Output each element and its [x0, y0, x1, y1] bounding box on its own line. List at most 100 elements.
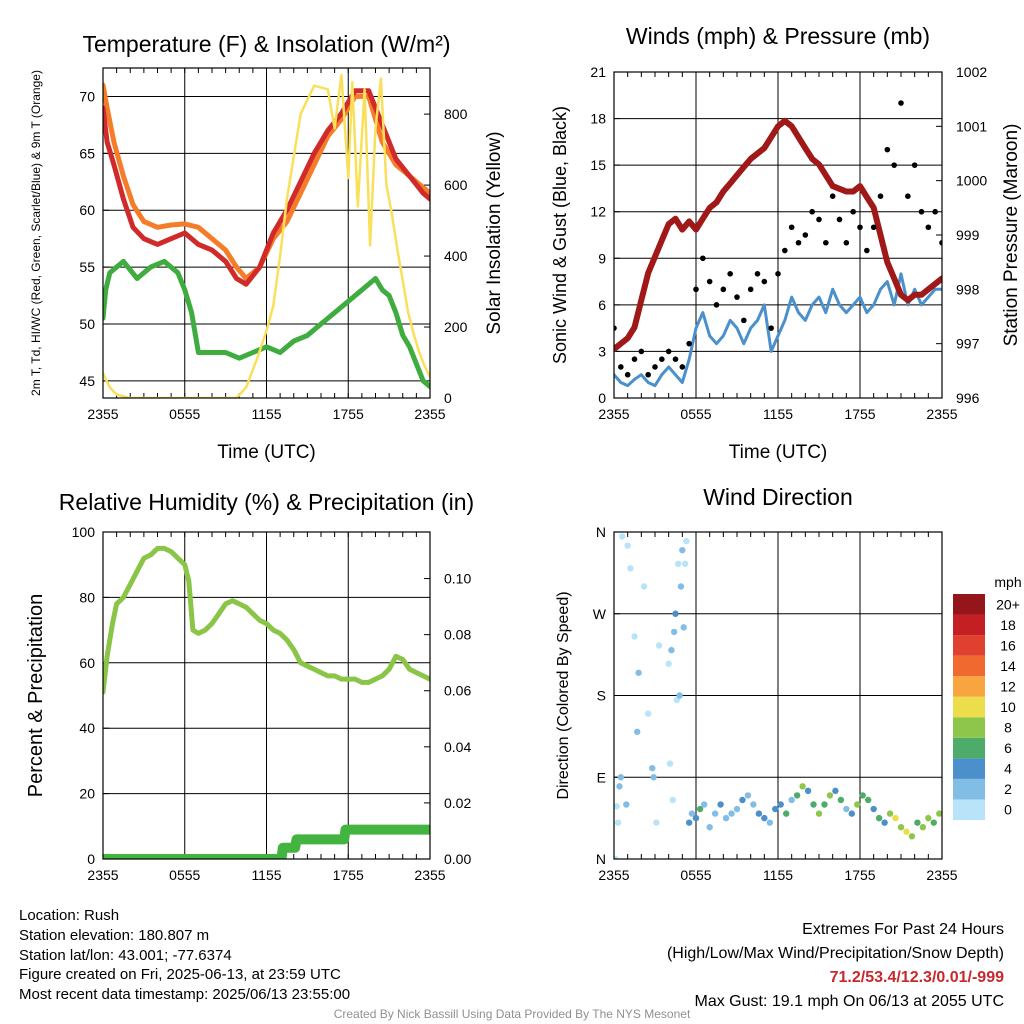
- y-axis-label: Sonic Wind & Gust (Blue, Black): [550, 106, 570, 364]
- gust-point: [659, 356, 665, 362]
- gust-point: [686, 340, 692, 347]
- x-tick-label: 2355: [414, 406, 445, 422]
- gust-point: [734, 294, 740, 300]
- y-tick-label: 40: [79, 720, 95, 736]
- colorbar-cell: [953, 696, 985, 718]
- gust-point: [836, 216, 843, 223]
- gust-point: [870, 224, 877, 231]
- plot-area: [614, 533, 942, 859]
- panel-title: Relative Humidity (%) & Precipitation (i…: [59, 489, 474, 515]
- y2-tick-label: 0.04: [444, 739, 471, 755]
- direction-point: [635, 669, 642, 676]
- direction-point: [903, 828, 910, 835]
- y-tick-label: 3: [598, 343, 606, 359]
- x-tick-label: 1755: [844, 867, 875, 883]
- x-tick-label: 2355: [926, 406, 957, 422]
- y-tick-label: 0: [598, 390, 606, 406]
- x-tick-label: 2355: [87, 867, 118, 883]
- colorbar-label: 0: [1004, 802, 1012, 818]
- colorbar-label: 10: [1000, 699, 1016, 715]
- x-tick-label: 2355: [598, 867, 629, 883]
- x-axis-label: Time (UTC): [729, 442, 828, 463]
- direction-point: [761, 814, 768, 822]
- gust-point: [905, 193, 911, 199]
- colorbar-cell: [953, 594, 985, 615]
- series-precip: [103, 824, 430, 859]
- direction-point: [670, 628, 678, 636]
- y-axis-label: 2m T, Td, HI/WC (Red, Green, Scarlet/Blu…: [29, 70, 43, 396]
- colorbar-label: 4: [1004, 761, 1012, 777]
- y-tick-label: 9: [598, 250, 606, 266]
- direction-point: [623, 801, 630, 808]
- max-gust: Max Gust: 19.1 mph On 06/13 at 2055 UTC: [694, 993, 1005, 1010]
- gust-point: [788, 224, 795, 231]
- y-tick-label: 60: [79, 655, 95, 671]
- y-tick-label: 45: [79, 373, 95, 389]
- colorbar-cell: [953, 635, 985, 656]
- x-tick-label: 1155: [251, 867, 281, 883]
- credit-line: Created By Nick Bassill Using Data Provi…: [333, 1007, 691, 1021]
- plot-frame: [613, 531, 943, 860]
- y2-tick-label: 999: [956, 227, 980, 243]
- y2-tick-label: 0.00: [444, 851, 471, 867]
- direction-point: [614, 855, 619, 859]
- gust-point: [700, 255, 706, 262]
- direction-point: [711, 810, 719, 817]
- direction-point: [914, 819, 921, 826]
- gust-point: [823, 239, 829, 246]
- footer-elevation: Station elevation: 180.807 m: [19, 926, 210, 944]
- gust-point: [918, 208, 925, 215]
- gust-point: [672, 356, 679, 362]
- gust-point: [898, 100, 904, 106]
- gust-point: [843, 239, 850, 246]
- x-axis-label: Time (UTC): [217, 442, 316, 463]
- direction-point: [750, 801, 757, 808]
- x-tick-label: 1755: [844, 406, 875, 422]
- gust-point: [761, 278, 768, 285]
- colorbar-cell: [953, 737, 985, 759]
- colorbar-cell: [953, 655, 985, 677]
- y2-tick-label: 800: [444, 106, 468, 122]
- direction-point: [881, 819, 888, 826]
- x-tick-label: 1755: [333, 406, 364, 422]
- colorbar-cell: [953, 799, 985, 820]
- colorbar-cell: [953, 676, 985, 697]
- direction-point: [669, 796, 676, 804]
- y2-tick-label: 0.10: [444, 571, 471, 587]
- direction-point: [755, 810, 763, 817]
- gust-point: [720, 286, 727, 293]
- colorbar-label: 12: [1000, 678, 1016, 694]
- footer-recent: Most recent data timestamp: 2025/06/13 2…: [19, 986, 351, 1004]
- gust-point: [932, 208, 938, 215]
- gust-point: [911, 162, 918, 168]
- x-tick-label: 1155: [763, 867, 793, 883]
- gust-point: [864, 247, 870, 254]
- y2-tick-label: 996: [956, 390, 980, 406]
- y2-tick-label: 998: [956, 281, 980, 297]
- gust-point: [679, 364, 686, 370]
- y2-tick-label: 1002: [956, 64, 987, 80]
- y-tick-label: 70: [79, 88, 95, 104]
- y2-tick-label: 400: [444, 248, 468, 264]
- direction-point: [892, 814, 899, 822]
- direction-point: [777, 801, 784, 808]
- gust-point: [747, 286, 754, 293]
- y-tick-label: 100: [72, 524, 96, 540]
- direction-point: [925, 814, 932, 822]
- colorbar: 0 2 4 6 8 10 12 14 16 18 20+ mph: [953, 574, 1022, 820]
- y-tick-label: 6: [598, 297, 606, 313]
- plot-area: [103, 73, 430, 398]
- gust-point: [624, 371, 631, 378]
- gust-point: [713, 302, 720, 308]
- gust-point: [693, 286, 699, 293]
- y-tick-label: 20: [79, 786, 95, 802]
- y-tick-label: N: [596, 524, 606, 540]
- panel-1: Temperature (F) & Insolation (W/m²)2355 0…: [29, 31, 505, 463]
- y2-tick-label: 1000: [956, 173, 987, 189]
- x-tick-label: 2355: [926, 867, 957, 883]
- panel-title: Winds (mph) & Pressure (mb): [626, 23, 930, 49]
- footer-info: Location: Rush Station elevation: 180.80…: [19, 906, 350, 1005]
- direction-point: [683, 537, 690, 545]
- direction-point: [617, 774, 625, 781]
- direction-point: [717, 801, 724, 808]
